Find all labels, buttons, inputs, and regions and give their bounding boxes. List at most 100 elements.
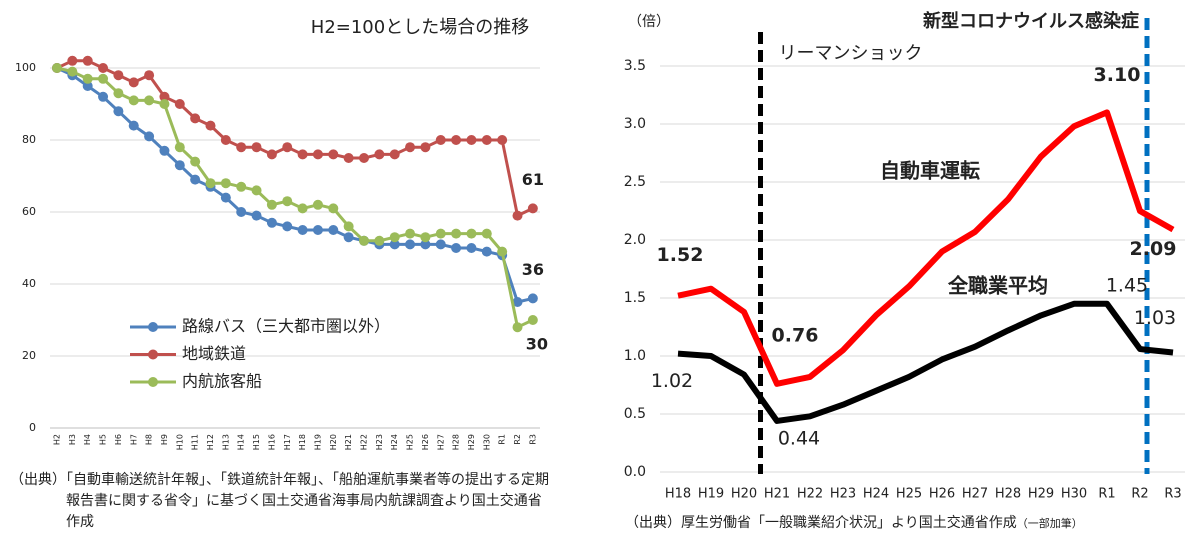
marker [435, 135, 446, 145]
data-label: 1.45 [1106, 274, 1148, 296]
x-tick-label: H18 [665, 487, 691, 502]
x-tick-label: H23 [830, 487, 856, 502]
marker [128, 95, 139, 106]
series-line [677, 300, 1174, 424]
data-label: 1.02 [651, 370, 693, 392]
x-tick-label: H9 [160, 434, 169, 445]
x-tick-label: H20 [329, 434, 338, 450]
marker [159, 91, 170, 102]
marker [405, 142, 416, 153]
legend-marker [148, 349, 158, 360]
x-tick-label: H2 [53, 434, 62, 445]
x-tick-label: H19 [313, 434, 322, 450]
marker [174, 99, 185, 109]
marker [159, 99, 170, 109]
marker [297, 225, 308, 235]
x-tick-label: R3 [1164, 487, 1181, 502]
marker [98, 91, 109, 102]
x-tick-label: H29 [1028, 487, 1054, 502]
x-tick-label: H26 [929, 487, 955, 502]
marker [282, 221, 293, 232]
source-note: （出典）「自動車輸送統計年報」、「鉄道統計年報」、「船舶運航事業者等の提出する定… [10, 472, 549, 530]
y-tick-label: 1.0 [624, 348, 646, 364]
x-tick-label: H12 [206, 434, 215, 450]
y-tick-label: 40 [22, 277, 36, 290]
x-tick-label: H22 [797, 487, 823, 502]
x-tick-label: H28 [452, 434, 461, 450]
x-tick-label: H20 [731, 487, 757, 502]
x-tick-label: H24 [390, 434, 399, 450]
marker [451, 243, 462, 253]
marker [481, 228, 492, 239]
marker [497, 246, 508, 257]
x-tick-label: H29 [467, 434, 476, 450]
x-tick-label: H17 [283, 434, 292, 450]
x-tick-label: H11 [191, 434, 200, 450]
marker [451, 135, 462, 145]
marker [527, 293, 538, 304]
legend-label: 内航旅客船 [182, 372, 262, 391]
x-tick-label: H15 [252, 434, 261, 450]
marker [359, 235, 369, 246]
x-tick-label: H19 [698, 487, 724, 502]
y-axis-label: （倍） [628, 14, 670, 30]
x-tick-label: H26 [421, 434, 430, 450]
x-tick-label: H5 [99, 434, 108, 445]
marker [435, 239, 446, 250]
marker [359, 153, 369, 163]
marker [312, 199, 323, 210]
marker [128, 77, 139, 88]
marker [98, 73, 109, 84]
y-tick-label: 2.0 [624, 232, 646, 248]
marker [389, 239, 400, 250]
marker [251, 210, 262, 221]
source-note: （出典）厚生労働省「一般職業紹介状況」より国土交通省作成（一部加筆） [625, 513, 1185, 534]
marker [144, 95, 155, 106]
marker [312, 149, 323, 160]
data-label: 0.76 [772, 324, 819, 346]
chart-title: H2=100とした場合の推移 [311, 17, 529, 38]
marker [282, 142, 293, 153]
marker [466, 243, 477, 253]
marker [466, 135, 477, 145]
marker [67, 66, 78, 77]
x-tick-label: H13 [221, 434, 230, 450]
marker [297, 203, 308, 214]
x-tick-label: H22 [360, 434, 369, 450]
y-tick-label: 0 [29, 421, 36, 434]
marker [435, 228, 446, 239]
y-tick-label: 2.5 [624, 174, 646, 190]
marker [343, 221, 354, 232]
marker [220, 178, 231, 189]
data-label: 61 [522, 170, 544, 189]
x-tick-label: H30 [482, 434, 491, 450]
marker [374, 235, 385, 246]
y-tick-label: 0.5 [624, 406, 646, 422]
marker [420, 239, 431, 250]
legend-marker [148, 322, 158, 332]
marker [451, 228, 462, 239]
marker [343, 153, 354, 163]
marker [512, 322, 523, 333]
marker [236, 181, 247, 192]
marker [312, 225, 323, 235]
marker [512, 297, 523, 307]
y-tick-label: 80 [22, 133, 36, 146]
legend-label: 地域鉄道 [182, 344, 246, 363]
x-tick-label: R3 [528, 434, 537, 445]
marker [220, 192, 231, 203]
x-tick-label: H28 [995, 487, 1021, 502]
data-label: 3.10 [1094, 64, 1141, 86]
marker [481, 135, 492, 145]
x-tick-label: H3 [68, 434, 77, 445]
x-tick-label: H23 [375, 434, 384, 450]
marker [159, 145, 170, 156]
y-tick-label: 60 [22, 205, 36, 218]
x-tick-label: R2 [1131, 487, 1148, 502]
x-tick-label: H18 [298, 434, 307, 450]
marker [527, 203, 538, 214]
marker [220, 135, 231, 145]
marker [236, 142, 247, 153]
marker [82, 55, 93, 66]
